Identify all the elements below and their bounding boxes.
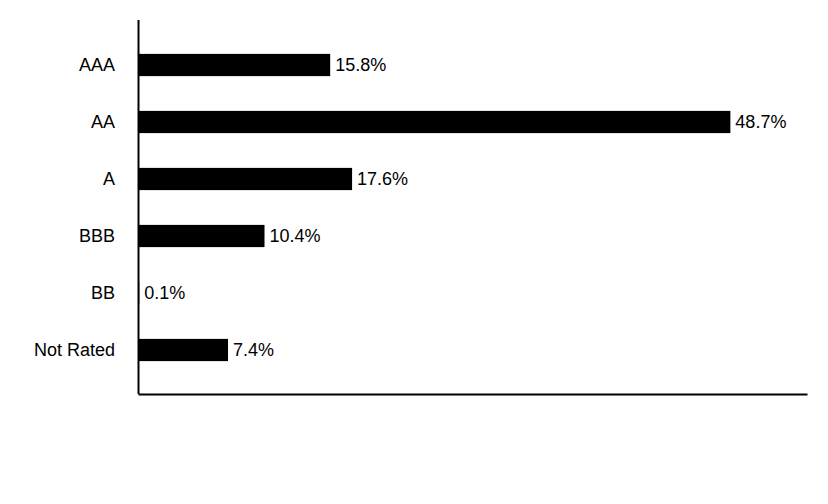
data-label: 0.1% xyxy=(144,283,185,303)
x-axis xyxy=(139,394,808,395)
bar xyxy=(138,225,265,247)
bar xyxy=(138,54,330,76)
category-label: AAA xyxy=(79,55,115,75)
chart: AAAAAABBBBBNot Rated15.8%48.7%17.6%10.4%… xyxy=(0,0,828,504)
bar xyxy=(138,339,228,361)
category-label: AA xyxy=(91,112,115,132)
data-label: 15.8% xyxy=(335,55,386,75)
x-axis-line xyxy=(139,394,808,396)
y-axis: AAAAAABBBBBNot Rated xyxy=(34,20,139,394)
category-label: A xyxy=(103,169,115,189)
category-label: Not Rated xyxy=(34,340,115,360)
data-label: 17.6% xyxy=(357,169,408,189)
data-label: 48.7% xyxy=(735,112,786,132)
bars xyxy=(138,54,730,361)
y-tick: BB xyxy=(91,283,115,303)
category-label: BB xyxy=(91,283,115,303)
category-label: BBB xyxy=(79,226,115,246)
y-tick: AA xyxy=(91,112,115,132)
bar xyxy=(138,168,352,190)
data-label: 10.4% xyxy=(270,226,321,246)
bar xyxy=(138,111,730,133)
y-axis-line xyxy=(138,20,140,394)
data-labels: 15.8% 48.7% 17.6% 10.4% 0.1% 7.4% xyxy=(144,55,786,360)
y-tick: AAA xyxy=(79,55,115,75)
y-tick: BBB xyxy=(79,226,115,246)
y-tick: A xyxy=(103,169,115,189)
data-label: 7.4% xyxy=(233,340,274,360)
y-tick: Not Rated xyxy=(34,340,115,360)
